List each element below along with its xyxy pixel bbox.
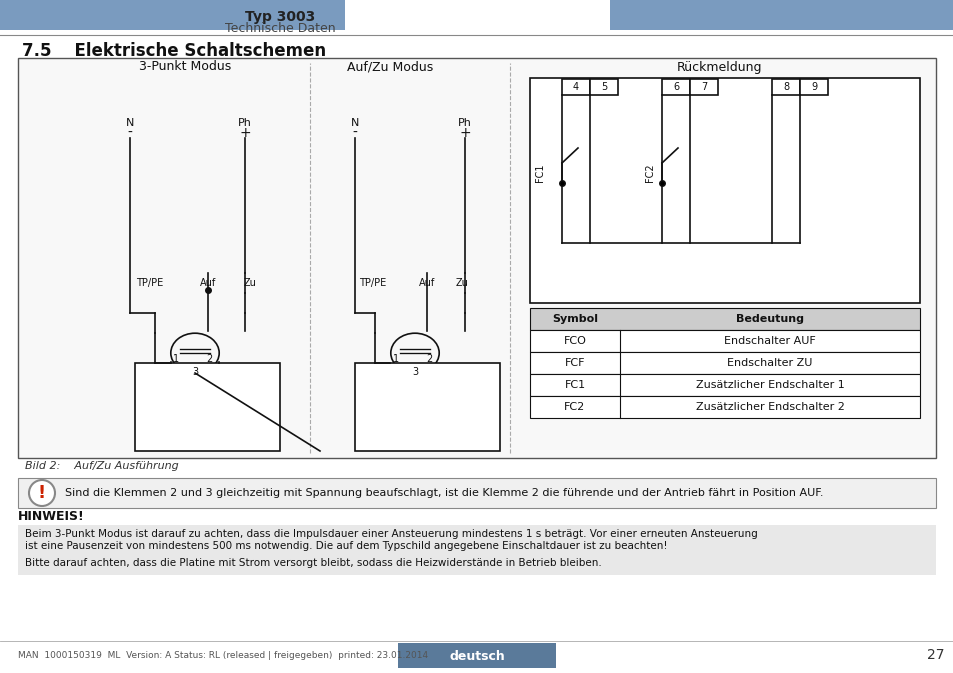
Bar — [530, 352, 919, 374]
Text: FLUID CONTROL SYSTEMS: FLUID CONTROL SYSTEMS — [704, 22, 794, 28]
Text: Auf/Zu Modus: Auf/Zu Modus — [347, 61, 433, 73]
Text: deutsch: deutsch — [449, 649, 504, 662]
Text: +: + — [239, 126, 251, 140]
Text: 3-Punkt Modus: 3-Punkt Modus — [139, 61, 231, 73]
Bar — [589, 79, 618, 95]
Text: 2: 2 — [426, 354, 432, 364]
Text: Zusätzlicher Endschalter 1: Zusätzlicher Endschalter 1 — [695, 380, 843, 390]
Text: FC1: FC1 — [535, 164, 544, 182]
Bar — [135, 363, 280, 451]
Bar — [530, 396, 919, 418]
Text: N: N — [126, 118, 134, 128]
Text: N: N — [351, 118, 359, 128]
Text: 5: 5 — [600, 82, 606, 92]
Text: 2: 2 — [206, 354, 213, 364]
Text: TP/PE: TP/PE — [136, 278, 164, 288]
Bar — [530, 330, 919, 352]
Text: -: - — [128, 126, 132, 140]
Bar — [530, 374, 919, 396]
Bar — [0, 0, 345, 30]
Text: Zusätzlicher Endschalter 2: Zusätzlicher Endschalter 2 — [695, 402, 843, 412]
Text: FCO: FCO — [563, 336, 586, 346]
Text: -: - — [353, 126, 357, 140]
Text: Endschalter AUF: Endschalter AUF — [723, 336, 815, 346]
Text: 1: 1 — [173, 354, 179, 364]
Text: Zu: Zu — [243, 278, 256, 288]
Text: Auf: Auf — [418, 278, 435, 288]
Bar — [18, 58, 935, 458]
Text: Bitte darauf achten, dass die Platine mit Strom versorgt bleibt, sodass die Heiz: Bitte darauf achten, dass die Platine mi… — [25, 558, 601, 568]
Text: 27: 27 — [926, 648, 943, 662]
Text: Symbol: Symbol — [552, 314, 598, 324]
Bar — [530, 78, 919, 303]
Bar — [771, 79, 800, 95]
Text: Bedeutung: Bedeutung — [735, 314, 803, 324]
Text: FC2: FC2 — [564, 402, 585, 412]
Text: FC2: FC2 — [644, 164, 655, 182]
Bar — [661, 79, 689, 95]
Text: 8: 8 — [782, 82, 788, 92]
Text: Technische Daten: Technische Daten — [225, 22, 335, 34]
Bar — [609, 0, 953, 30]
Text: !: ! — [38, 484, 46, 502]
Text: 3: 3 — [192, 367, 198, 377]
Text: +: + — [458, 126, 471, 140]
Text: 1: 1 — [393, 354, 399, 364]
Text: Zu: Zu — [456, 278, 468, 288]
Text: Ph: Ph — [457, 118, 472, 128]
Text: 7.5    Elektrische Schaltschemen: 7.5 Elektrische Schaltschemen — [22, 42, 326, 60]
Bar — [397, 643, 556, 668]
Text: Rückmeldung: Rückmeldung — [677, 61, 762, 73]
Text: FC1: FC1 — [564, 380, 585, 390]
Text: Endschalter ZU: Endschalter ZU — [726, 358, 812, 368]
Text: 4: 4 — [573, 82, 578, 92]
Circle shape — [29, 480, 55, 506]
Bar — [355, 363, 499, 451]
Text: TP/PE: TP/PE — [359, 278, 386, 288]
Text: HINWEIS!: HINWEIS! — [18, 509, 85, 522]
Text: Beim 3-Punkt Modus ist darauf zu achten, dass die Impulsdauer einer Ansteuerung : Beim 3-Punkt Modus ist darauf zu achten,… — [25, 529, 757, 551]
Text: Ph: Ph — [238, 118, 252, 128]
Text: bürkert: bürkert — [708, 5, 790, 24]
Bar — [800, 79, 827, 95]
Bar — [689, 79, 718, 95]
Text: 9: 9 — [810, 82, 816, 92]
Text: Sind die Klemmen 2 und 3 gleichzeitig mit Spannung beaufschlagt, ist die Klemme : Sind die Klemmen 2 und 3 gleichzeitig mi… — [65, 488, 822, 498]
Text: Bild 2:    Auf/Zu Ausführung: Bild 2: Auf/Zu Ausführung — [25, 461, 178, 471]
Text: FCF: FCF — [564, 358, 584, 368]
Bar — [530, 308, 919, 330]
Text: Auf: Auf — [200, 278, 216, 288]
Text: Typ 3003: Typ 3003 — [245, 10, 314, 24]
Text: 6: 6 — [672, 82, 679, 92]
Text: 3: 3 — [412, 367, 417, 377]
Text: MAN  1000150319  ML  Version: A Status: RL (released | freigegeben)  printed: 23: MAN 1000150319 ML Version: A Status: RL … — [18, 651, 428, 660]
Bar — [18, 478, 935, 508]
Bar — [561, 79, 589, 95]
Bar — [18, 525, 935, 575]
Text: 7: 7 — [700, 82, 706, 92]
